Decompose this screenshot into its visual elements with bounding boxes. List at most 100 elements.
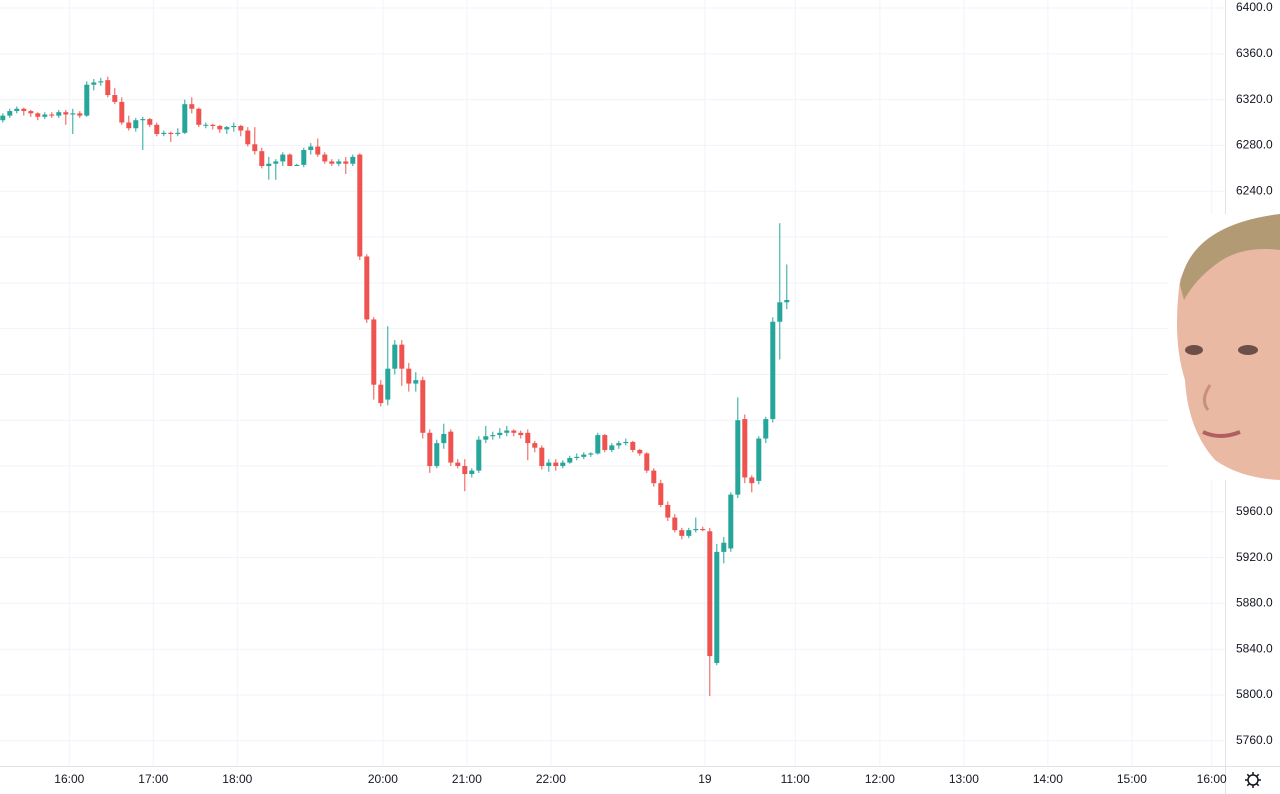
y-tick-label: 5920.0	[1236, 550, 1273, 564]
candle-body	[630, 441, 636, 450]
candle-body	[371, 319, 377, 385]
candle-body	[168, 132, 174, 134]
candle-body	[525, 432, 531, 444]
candle-body	[133, 120, 139, 129]
candle-body	[182, 104, 188, 133]
candle-body	[357, 154, 363, 257]
candle-body	[147, 119, 153, 125]
candle-body	[252, 144, 258, 152]
candle-body	[154, 124, 160, 134]
candle-body	[308, 146, 314, 150]
y-tick-label: 6240.0	[1236, 183, 1273, 197]
candle-body	[532, 443, 538, 448]
x-tick-label: 19	[698, 772, 712, 786]
x-tick-label: 15:00	[1117, 772, 1147, 786]
candle-body	[560, 462, 566, 467]
candle-body	[63, 112, 69, 115]
y-tick-label: 6320.0	[1236, 92, 1273, 106]
candle-body	[140, 119, 146, 121]
x-tick-label: 21:00	[452, 772, 482, 786]
candle-body	[539, 447, 545, 467]
candle-body	[315, 146, 321, 155]
candle-body	[742, 419, 748, 478]
candle-body	[224, 127, 230, 130]
candle-body	[504, 430, 510, 433]
candle-body	[266, 163, 272, 167]
grid	[0, 0, 1225, 766]
y-tick-label: 5760.0	[1236, 733, 1273, 747]
y-tick-label: 5880.0	[1236, 596, 1273, 610]
candle-body	[497, 432, 503, 436]
x-tick-label: 17:00	[138, 772, 168, 786]
x-tick-label: 20:00	[368, 772, 398, 786]
candle-body	[574, 456, 580, 458]
candle-body	[406, 368, 412, 384]
candle-body	[399, 344, 405, 369]
x-tick-label: 22:00	[536, 772, 566, 786]
candle-body	[56, 112, 62, 116]
x-tick-label: 12:00	[865, 772, 895, 786]
candle-body	[714, 551, 720, 663]
candle-body	[420, 380, 426, 433]
candle-body	[91, 82, 97, 85]
candle-body	[448, 431, 454, 463]
candle-body	[490, 435, 496, 437]
candle-body	[413, 380, 419, 384]
candle-body	[35, 113, 41, 117]
candle-body	[602, 435, 608, 450]
candle-body	[329, 161, 335, 164]
candles	[0, 76, 790, 697]
candle-body	[567, 457, 573, 463]
candle-body	[70, 113, 76, 115]
candle-body	[84, 84, 90, 116]
candle-body	[679, 530, 685, 536]
candle-body	[287, 154, 293, 167]
candle-body	[273, 161, 279, 164]
candle-body	[245, 130, 251, 145]
candle-body	[392, 344, 398, 369]
candle-body	[0, 115, 6, 121]
y-tick-label: 5840.0	[1236, 641, 1273, 655]
x-tick-label: 18:00	[222, 772, 252, 786]
candle-body	[322, 154, 328, 162]
candle-body	[658, 483, 664, 505]
y-tick-label: 5960.0	[1236, 504, 1273, 518]
candle-body	[343, 161, 349, 164]
candle-body	[161, 132, 167, 134]
candle-body	[651, 470, 657, 484]
candle-body	[588, 453, 594, 455]
candle-body	[686, 530, 692, 536]
candle-body	[672, 517, 678, 531]
candle-body	[735, 420, 741, 495]
candle-body	[595, 435, 601, 454]
candle-body	[546, 462, 552, 467]
y-tick-label: 6400.0	[1236, 0, 1273, 14]
candle-body	[518, 432, 524, 436]
x-tick-label: 16:00	[1197, 772, 1227, 786]
candle-body	[763, 419, 769, 439]
candle-body	[511, 430, 517, 433]
settings-icon[interactable]	[1245, 772, 1261, 788]
candle-body	[280, 154, 286, 162]
candle-body	[238, 125, 244, 131]
candle-body	[231, 125, 237, 128]
candle-body	[49, 114, 55, 116]
candle-body	[385, 368, 391, 400]
candle-body	[301, 149, 307, 165]
candle-body	[28, 111, 34, 114]
candle-body	[350, 156, 356, 164]
candle-body	[749, 477, 755, 484]
candle-body	[126, 122, 132, 129]
candle-body	[77, 113, 83, 116]
candle-body	[259, 151, 265, 167]
candle-body	[693, 528, 699, 531]
candle-body	[777, 302, 783, 322]
candle-body	[217, 125, 223, 130]
candle-body	[21, 108, 27, 112]
candle-body	[441, 433, 447, 444]
x-tick-label: 14:00	[1033, 772, 1063, 786]
candle-body	[336, 161, 342, 164]
candle-body	[175, 132, 181, 134]
candle-body	[119, 101, 125, 123]
